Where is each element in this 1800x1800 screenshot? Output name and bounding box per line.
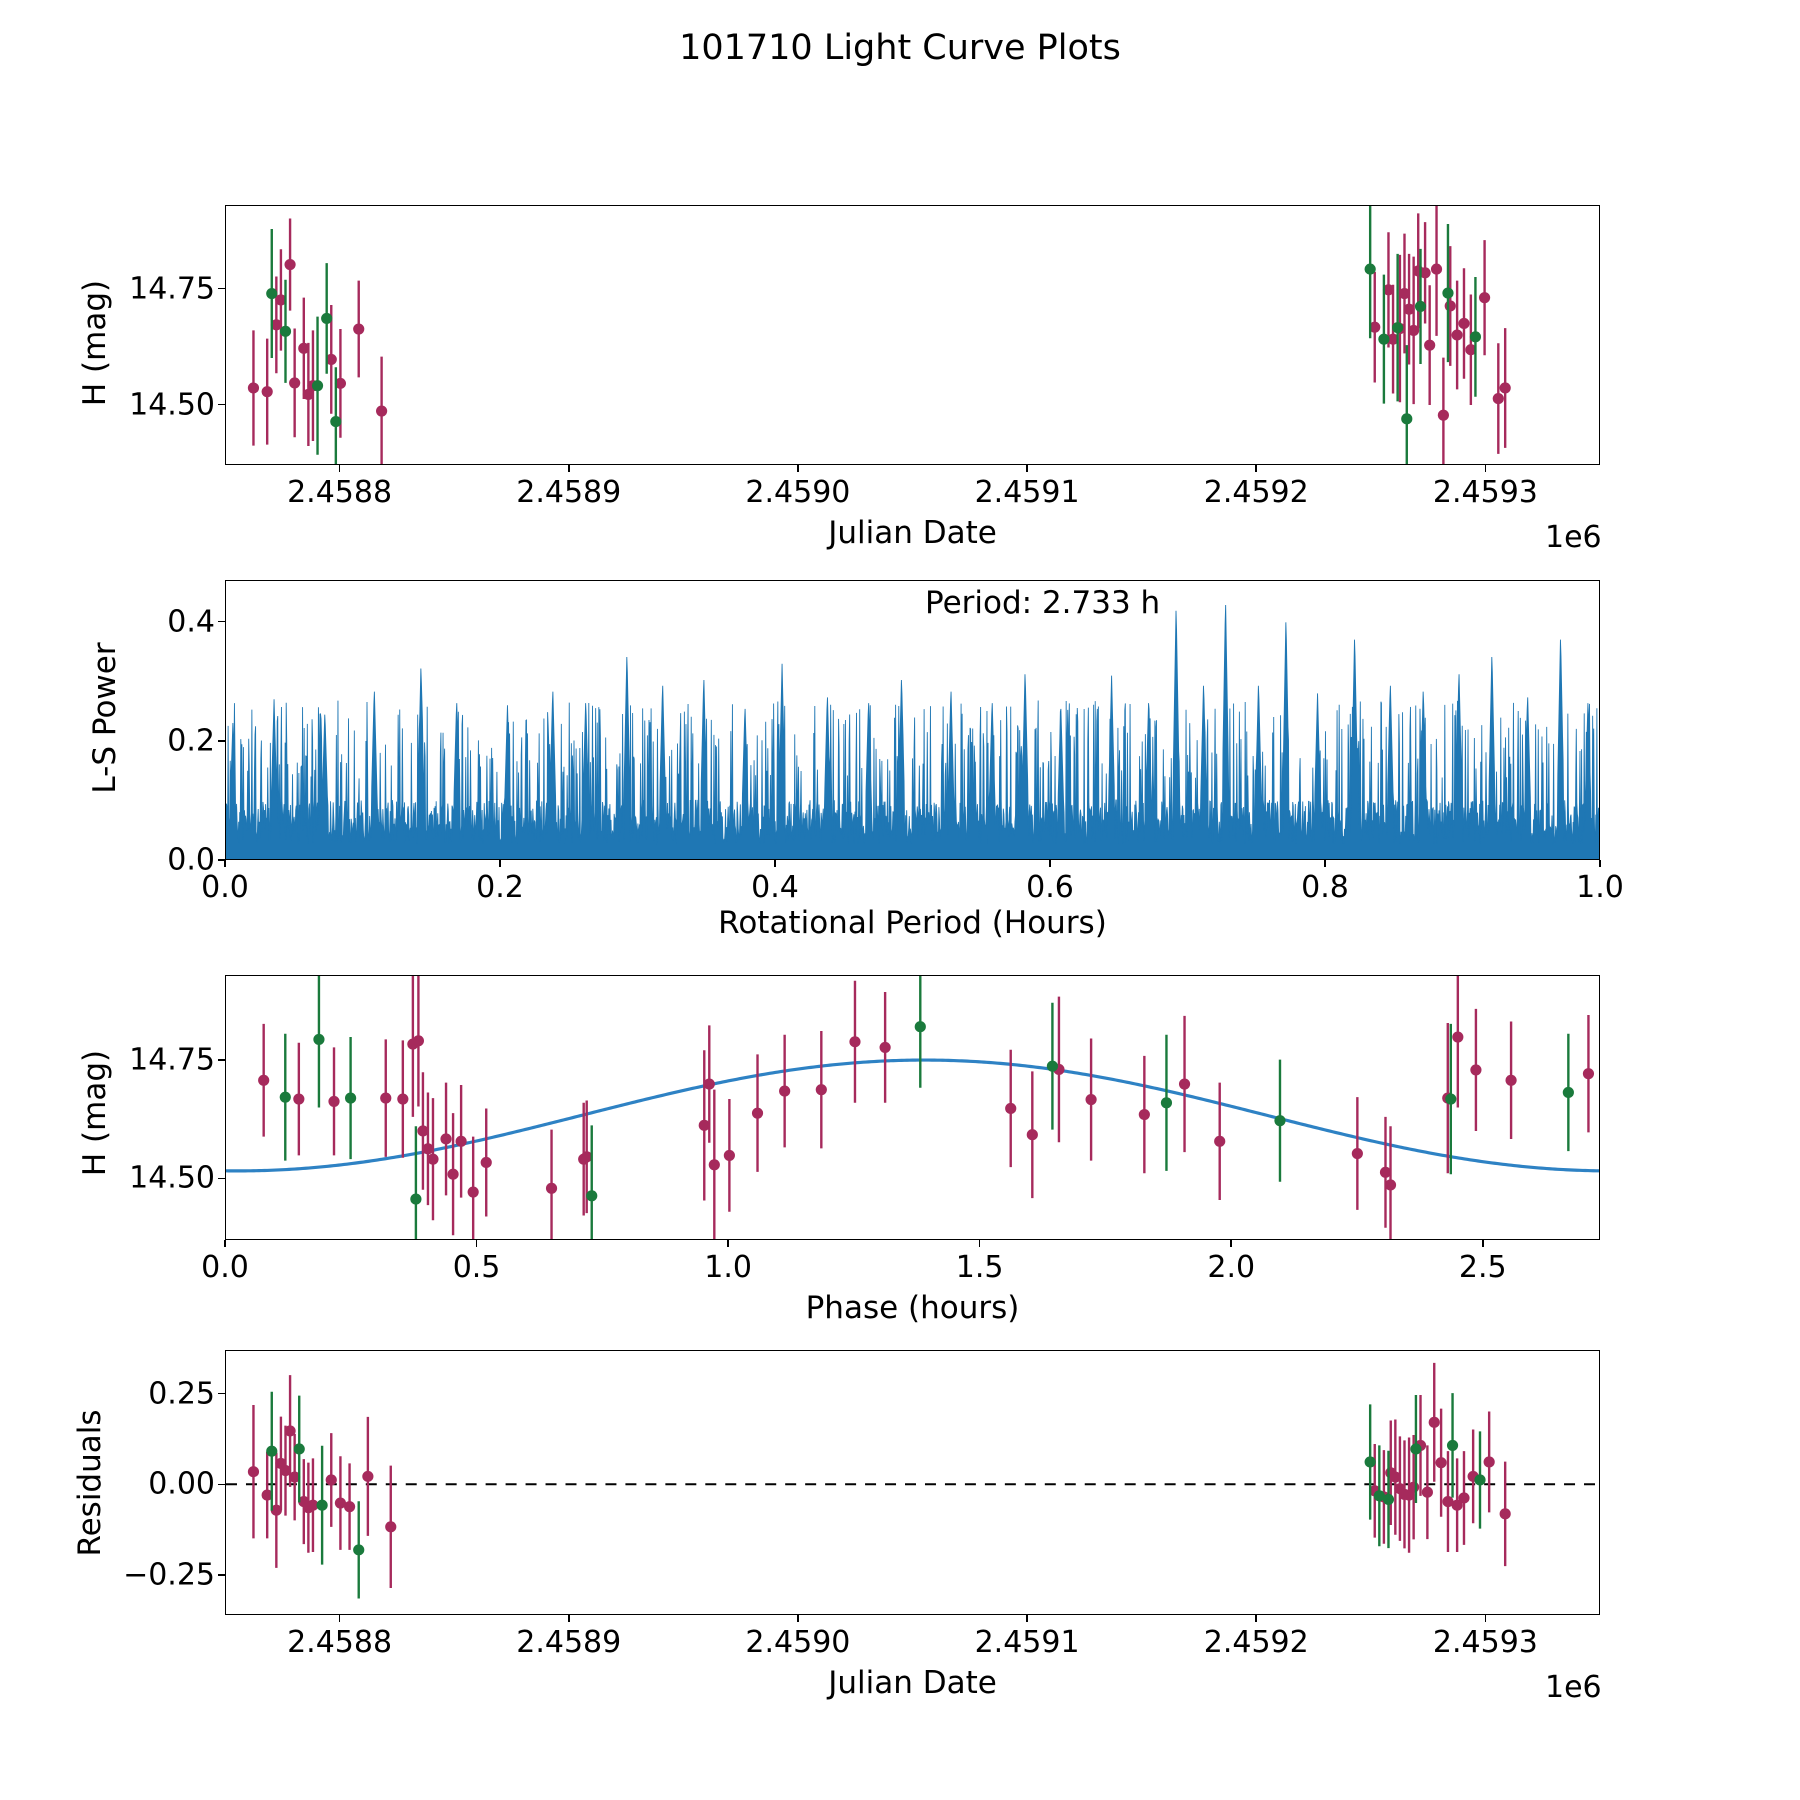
y-tick-mark bbox=[218, 1059, 225, 1061]
epoch-b-green bbox=[1364, 206, 1482, 464]
x-tick-mark bbox=[1484, 465, 1487, 472]
x-tick-mark bbox=[338, 1615, 341, 1622]
y-tick-label: 0.2 bbox=[167, 723, 215, 759]
panel-residuals bbox=[225, 1350, 1600, 1615]
x-tick-mark bbox=[978, 1240, 981, 1247]
x-tick-mark bbox=[475, 1240, 478, 1247]
y-tick-mark bbox=[218, 1574, 225, 1576]
x-tick-label: 2.4593 bbox=[1432, 475, 1538, 510]
x-tick-label: 0.6 bbox=[1026, 870, 1074, 905]
y-tick-label: −0.25 bbox=[123, 1557, 215, 1593]
x-tick-label: 2.4589 bbox=[516, 1625, 622, 1660]
x-tick-mark bbox=[224, 1240, 226, 1247]
residuals-epoch-b-magenta bbox=[1369, 1362, 1511, 1567]
epoch-b-magenta bbox=[1369, 206, 1511, 464]
x-tick-label: 0.4 bbox=[751, 870, 799, 905]
panel-light-curve bbox=[225, 205, 1600, 465]
x-tick-label: 2.4588 bbox=[287, 1625, 393, 1660]
panel3-x-axis-label: Phase (hours) bbox=[805, 1290, 1020, 1326]
x-tick-label: 2.4592 bbox=[1203, 475, 1309, 510]
y-tick-label: 0.00 bbox=[148, 1466, 215, 1502]
periodogram-trace bbox=[226, 604, 1599, 859]
x-tick-label: 0.2 bbox=[476, 870, 524, 905]
x-tick-label: 1.0 bbox=[704, 1250, 752, 1285]
y-tick-label: 14.50 bbox=[129, 387, 215, 423]
x-tick-mark bbox=[224, 860, 226, 867]
residuals-epoch-b-green bbox=[1364, 1393, 1486, 1549]
residuals-epoch-a-green bbox=[266, 1391, 365, 1599]
y-tick-mark bbox=[218, 620, 225, 623]
x-tick-mark bbox=[567, 465, 570, 472]
y-tick-mark bbox=[218, 740, 225, 742]
x-tick-label: 0.8 bbox=[1301, 870, 1349, 905]
x-tick-mark bbox=[499, 860, 501, 867]
x-tick-label: 2.4591 bbox=[974, 475, 1080, 510]
x-tick-label: 2.4593 bbox=[1432, 1625, 1538, 1660]
x-tick-mark bbox=[567, 1615, 570, 1622]
x-tick-mark bbox=[1049, 860, 1051, 867]
phase-magenta bbox=[258, 976, 1595, 1239]
x-tick-label: 1.5 bbox=[955, 1250, 1004, 1285]
x-tick-label: 2.4591 bbox=[974, 1625, 1080, 1660]
x-tick-mark bbox=[797, 1615, 799, 1622]
y-tick-mark bbox=[218, 403, 225, 406]
x-tick-mark bbox=[1324, 860, 1326, 867]
x-tick-label: 2.4590 bbox=[745, 475, 851, 510]
panel2-x-axis-label: Rotational Period (Hours) bbox=[718, 905, 1107, 941]
figure-title: 101710 Light Curve Plots bbox=[679, 28, 1121, 68]
y-tick-mark bbox=[218, 1177, 225, 1180]
panel1-x-axis-label: Julian Date bbox=[828, 515, 997, 551]
y-tick-label: 0.25 bbox=[148, 1376, 215, 1412]
x-tick-label: 2.4588 bbox=[287, 475, 393, 510]
x-tick-label: 2.5 bbox=[1458, 1250, 1507, 1285]
x-tick-mark bbox=[1026, 465, 1028, 472]
panel1-x-offset-label: 1e6 bbox=[1545, 520, 1602, 555]
x-tick-label: 0.0 bbox=[201, 1250, 249, 1285]
period-annotation: Period: 2.733 h bbox=[925, 585, 1161, 621]
y-tick-label: 0.0 bbox=[167, 842, 215, 878]
x-tick-mark bbox=[1255, 1615, 1258, 1622]
x-tick-mark bbox=[797, 465, 799, 472]
y-tick-label: 14.75 bbox=[129, 271, 215, 307]
y-tick-label: 14.50 bbox=[129, 1160, 215, 1196]
y-tick-mark bbox=[218, 859, 225, 861]
y-tick-mark bbox=[218, 1483, 225, 1486]
phase-folded-plot-area bbox=[226, 976, 1599, 1239]
periodogram-plot-area bbox=[226, 604, 1599, 859]
panel-periodogram bbox=[225, 580, 1600, 860]
light-curve-plot-area bbox=[247, 206, 1511, 464]
x-tick-mark bbox=[774, 860, 776, 867]
panel4-x-axis-label: Julian Date bbox=[828, 1665, 997, 1701]
x-tick-label: 0.5 bbox=[452, 1250, 501, 1285]
x-tick-mark bbox=[1255, 465, 1258, 472]
y-tick-mark bbox=[218, 287, 225, 290]
x-tick-label: 0.0 bbox=[201, 870, 249, 905]
x-tick-mark bbox=[727, 1240, 729, 1247]
x-tick-mark bbox=[1599, 860, 1601, 867]
x-tick-mark bbox=[1026, 1615, 1028, 1622]
x-tick-label: 2.4590 bbox=[745, 1625, 851, 1660]
x-tick-label: 2.0 bbox=[1207, 1250, 1256, 1285]
residuals-epoch-a-magenta bbox=[247, 1375, 397, 1589]
x-tick-label: 2.4589 bbox=[516, 475, 622, 510]
epoch-a-green bbox=[266, 229, 342, 464]
x-tick-mark bbox=[1230, 1240, 1232, 1247]
x-tick-label: 1.0 bbox=[1576, 870, 1624, 905]
y-tick-label: 14.75 bbox=[129, 1042, 215, 1078]
x-tick-mark bbox=[338, 465, 341, 472]
x-tick-label: 2.4592 bbox=[1203, 1625, 1309, 1660]
phase-green bbox=[279, 976, 1574, 1239]
x-tick-mark bbox=[1484, 1615, 1487, 1622]
y-tick-label: 0.4 bbox=[167, 604, 215, 640]
x-tick-mark bbox=[1481, 1240, 1484, 1247]
panel4-y-axis-label: Residuals bbox=[72, 1409, 108, 1557]
panel4-x-offset-label: 1e6 bbox=[1545, 1670, 1602, 1705]
residuals-plot-area bbox=[226, 1362, 1599, 1599]
panel-phase-folded bbox=[225, 975, 1600, 1240]
y-tick-mark bbox=[218, 1392, 225, 1395]
